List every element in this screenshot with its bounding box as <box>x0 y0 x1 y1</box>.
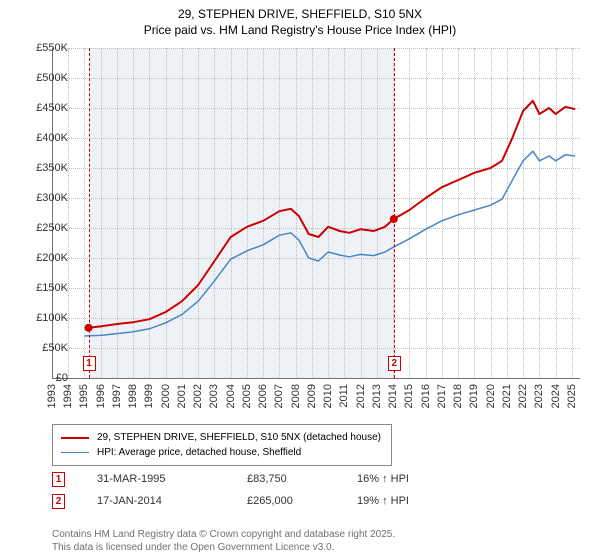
ytick-label: £0 <box>20 372 68 384</box>
ytick-label: £300K <box>20 192 68 204</box>
xtick-label: 1996 <box>95 384 107 408</box>
ytick-label: £250K <box>20 222 68 234</box>
xtick-label: 2025 <box>566 384 578 408</box>
ytick-label: £100K <box>20 312 68 324</box>
ytick-label: £150K <box>20 282 68 294</box>
x-axis-line <box>52 378 580 379</box>
sales-table: 1 31-MAR-1995£83,75016% ↑ HPI 2 17-JAN-2014… <box>52 468 477 512</box>
legend-swatch <box>61 452 89 453</box>
y-axis-line <box>52 48 53 378</box>
plot-area: 12 <box>52 48 580 378</box>
footer-line1: Contains HM Land Registry data © Crown c… <box>52 528 395 541</box>
ytick-label: £50K <box>20 342 68 354</box>
xtick-label: 2006 <box>257 384 269 408</box>
xtick-label: 2015 <box>403 384 415 408</box>
sales-row-pct: 19% ↑ HPI <box>357 495 477 507</box>
legend-row: 29, STEPHEN DRIVE, SHEFFIELD, S10 5NX (d… <box>61 430 383 445</box>
xtick-label: 2017 <box>436 384 448 408</box>
xtick-label: 1999 <box>143 384 155 408</box>
xtick-label: 2022 <box>517 384 529 408</box>
title-line2: Price paid vs. HM Land Registry's House … <box>0 22 600 38</box>
xtick-label: 1998 <box>127 384 139 408</box>
xtick-label: 2010 <box>322 384 334 408</box>
xtick-label: 2003 <box>208 384 220 408</box>
sales-row-price: £265,000 <box>247 495 357 507</box>
ytick-label: £500K <box>20 72 68 84</box>
xtick-label: 2000 <box>160 384 172 408</box>
legend-row: HPI: Average price, detached house, Shef… <box>61 445 383 460</box>
chart-svg <box>52 48 580 378</box>
sale-marker-box: 1 <box>83 356 96 371</box>
xtick-label: 2012 <box>355 384 367 408</box>
xtick-label: 2016 <box>420 384 432 408</box>
sales-row: 1 31-MAR-1995£83,75016% ↑ HPI <box>52 468 477 490</box>
xtick-label: 2013 <box>371 384 383 408</box>
title-block: 29, STEPHEN DRIVE, SHEFFIELD, S10 5NX Pr… <box>0 0 600 38</box>
xtick-label: 1993 <box>46 384 58 408</box>
xtick-label: 2001 <box>176 384 188 408</box>
sales-row: 2 17-JAN-2014£265,00019% ↑ HPI <box>52 490 477 512</box>
ytick-label: £350K <box>20 162 68 174</box>
series-hpi <box>85 151 576 336</box>
xtick-label: 1994 <box>62 384 74 408</box>
sale-marker-vline <box>394 48 395 378</box>
xtick-label: 2005 <box>241 384 253 408</box>
ytick-label: £550K <box>20 42 68 54</box>
series-price_paid <box>89 101 575 328</box>
title-line1: 29, STEPHEN DRIVE, SHEFFIELD, S10 5NX <box>0 6 600 22</box>
ytick-label: £450K <box>20 102 68 114</box>
sales-row-price: £83,750 <box>247 473 357 485</box>
xtick-label: 2014 <box>387 384 399 408</box>
legend-label: HPI: Average price, detached house, Shef… <box>97 445 301 460</box>
sales-row-date: 17-JAN-2014 <box>97 495 247 507</box>
xtick-label: 2007 <box>273 384 285 408</box>
xtick-label: 2011 <box>338 384 350 408</box>
legend-swatch <box>61 437 89 439</box>
sale-marker-vline <box>89 48 90 378</box>
xtick-label: 2021 <box>501 384 513 408</box>
xtick-label: 2023 <box>533 384 545 408</box>
xtick-label: 2008 <box>290 384 302 408</box>
xtick-label: 1995 <box>78 384 90 408</box>
xtick-label: 1997 <box>111 384 123 408</box>
sales-row-pct: 16% ↑ HPI <box>357 473 477 485</box>
xtick-label: 2024 <box>550 384 562 408</box>
chart-container: 29, STEPHEN DRIVE, SHEFFIELD, S10 5NX Pr… <box>0 0 600 560</box>
legend-box: 29, STEPHEN DRIVE, SHEFFIELD, S10 5NX (d… <box>52 424 392 466</box>
xtick-label: 2018 <box>452 384 464 408</box>
footer-line2: This data is licensed under the Open Gov… <box>52 541 395 554</box>
ytick-label: £200K <box>20 252 68 264</box>
sale-marker-box: 2 <box>388 356 401 371</box>
legend-label: 29, STEPHEN DRIVE, SHEFFIELD, S10 5NX (d… <box>97 430 381 445</box>
sales-row-marker: 1 <box>52 472 65 487</box>
xtick-label: 2004 <box>225 384 237 408</box>
xtick-label: 2020 <box>485 384 497 408</box>
footer-attribution: Contains HM Land Registry data © Crown c… <box>52 528 395 554</box>
sales-row-date: 31-MAR-1995 <box>97 473 247 485</box>
xtick-label: 2002 <box>192 384 204 408</box>
xtick-label: 2009 <box>306 384 318 408</box>
ytick-label: £400K <box>20 132 68 144</box>
sales-row-marker: 2 <box>52 494 65 509</box>
xtick-label: 2019 <box>468 384 480 408</box>
